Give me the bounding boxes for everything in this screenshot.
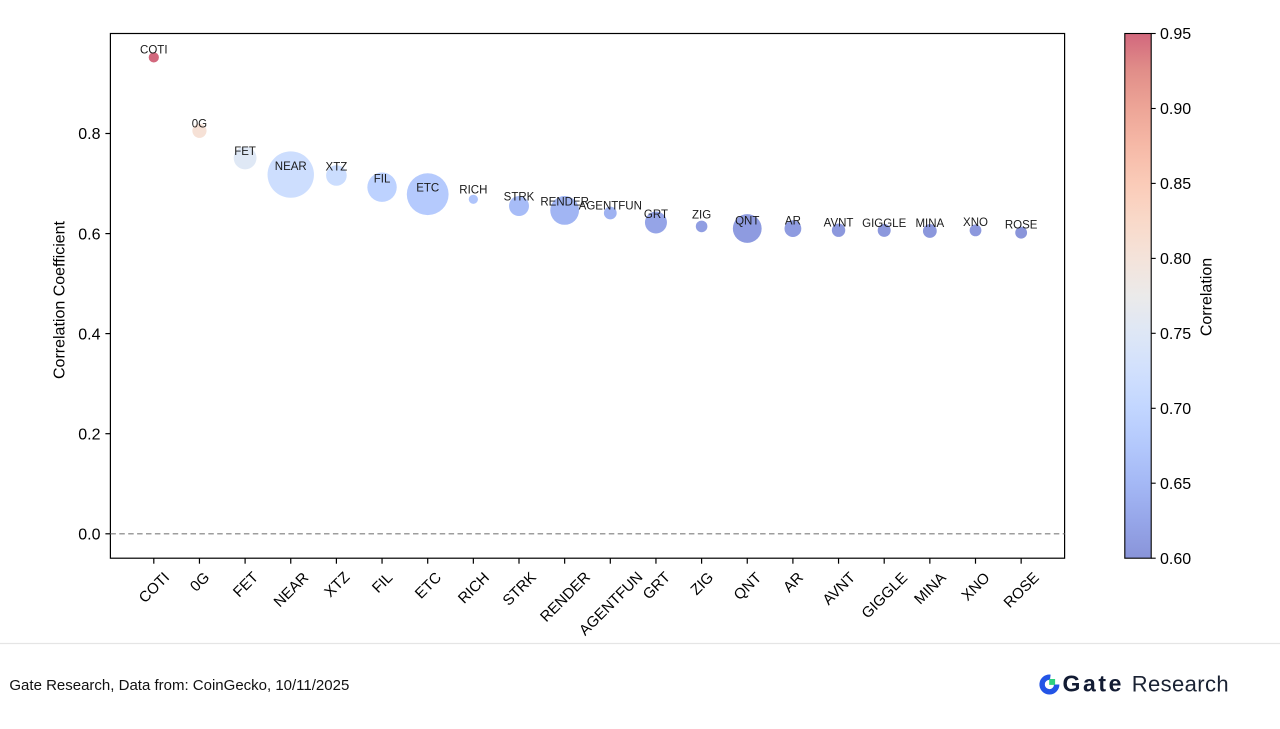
svg-text:AGENTFUN: AGENTFUN [579, 201, 642, 213]
svg-text:0G: 0G [192, 118, 207, 130]
svg-text:RENDER: RENDER [540, 197, 589, 209]
svg-text:0.4: 0.4 [78, 326, 100, 343]
svg-text:RICH: RICH [459, 185, 487, 197]
svg-text:0.70: 0.70 [1160, 401, 1191, 418]
svg-text:ETC: ETC [416, 183, 439, 195]
svg-text:GRT: GRT [644, 209, 668, 221]
svg-text:Correlation Coefficient: Correlation Coefficient [52, 220, 69, 379]
svg-text:0.2: 0.2 [78, 426, 100, 443]
svg-text:0.6: 0.6 [78, 226, 100, 243]
svg-text:QNT: QNT [735, 216, 759, 228]
svg-text:NEAR: NEAR [275, 161, 307, 173]
svg-text:GIGGLE: GIGGLE [862, 218, 906, 230]
svg-text:Gate: Gate [1063, 671, 1125, 697]
svg-text:0.85: 0.85 [1160, 176, 1191, 193]
svg-text:COTI: COTI [140, 44, 167, 56]
svg-text:MINA: MINA [915, 218, 944, 230]
svg-text:Correlation: Correlation [1199, 258, 1216, 336]
svg-text:Gate Research, Data from: Coin: Gate Research, Data from: CoinGecko, 10/… [9, 677, 349, 694]
svg-text:0.95: 0.95 [1160, 26, 1191, 43]
svg-text:XNO: XNO [963, 217, 988, 229]
svg-text:0.65: 0.65 [1160, 476, 1191, 493]
svg-text:0.75: 0.75 [1160, 326, 1191, 343]
svg-text:STRK: STRK [504, 191, 535, 203]
svg-text:FIL: FIL [374, 173, 391, 185]
svg-text:AVNT: AVNT [824, 218, 854, 230]
svg-text:0.80: 0.80 [1160, 251, 1191, 268]
svg-text:AR: AR [785, 216, 801, 228]
svg-text:0.8: 0.8 [78, 126, 100, 143]
svg-text:FET: FET [234, 146, 256, 158]
svg-text:0.90: 0.90 [1160, 101, 1191, 118]
svg-text:XTZ: XTZ [326, 162, 348, 174]
svg-text:Research: Research [1132, 672, 1229, 697]
svg-text:0.60: 0.60 [1160, 551, 1191, 568]
svg-text:0.0: 0.0 [78, 527, 100, 544]
svg-text:ZIG: ZIG [692, 210, 711, 222]
svg-text:ROSE: ROSE [1005, 219, 1038, 231]
